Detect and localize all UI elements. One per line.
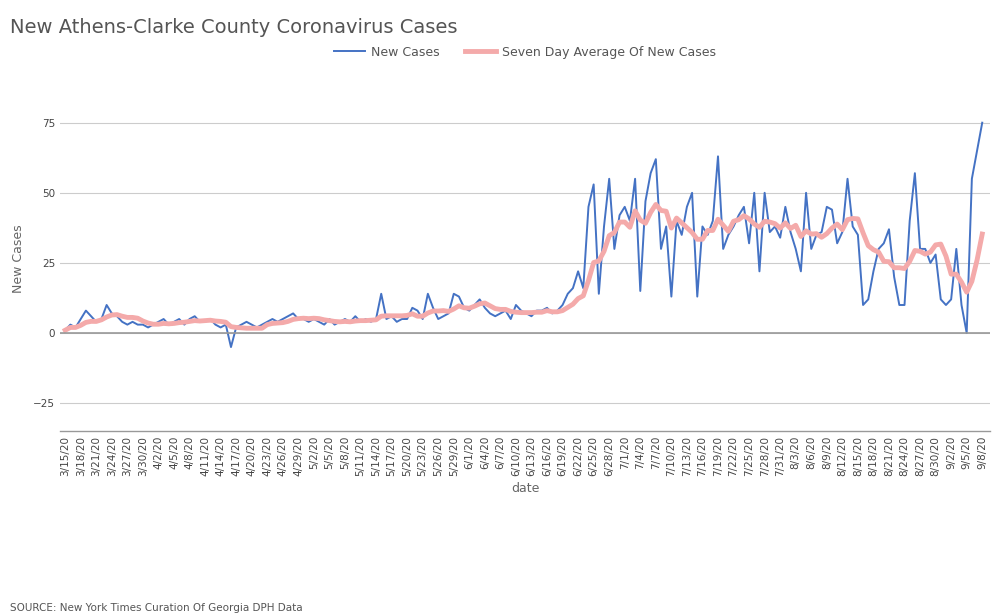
New Cases <box>59 326 71 334</box>
Text: SOURCE: New York Times Curation Of Georgia DPH Data: SOURCE: New York Times Curation Of Georg… <box>10 603 303 613</box>
New Cases <box>686 189 698 197</box>
Seven Day Average Of New Cases <box>924 248 936 256</box>
Seven Day Average Of New Cases <box>59 326 71 334</box>
New Cases <box>976 119 988 126</box>
Line: New Cases: New Cases <box>65 123 982 347</box>
Legend: New Cases, Seven Day Average Of New Cases: New Cases, Seven Day Average Of New Case… <box>329 41 721 63</box>
Seven Day Average Of New Cases <box>510 309 522 316</box>
New Cases <box>924 259 936 267</box>
Text: New Athens-Clarke County Coronavirus Cases: New Athens-Clarke County Coronavirus Cas… <box>10 18 458 38</box>
Seven Day Average Of New Cases <box>650 201 662 208</box>
Seven Day Average Of New Cases <box>686 229 698 236</box>
Y-axis label: New Cases: New Cases <box>12 224 25 293</box>
Seven Day Average Of New Cases <box>209 317 221 325</box>
New Cases <box>225 343 237 351</box>
Seven Day Average Of New Cases <box>805 230 817 238</box>
Seven Day Average Of New Cases <box>380 312 392 320</box>
Line: Seven Day Average Of New Cases: Seven Day Average Of New Cases <box>65 205 982 330</box>
New Cases <box>209 321 221 328</box>
New Cases <box>386 312 398 320</box>
Seven Day Average Of New Cases <box>976 230 988 238</box>
X-axis label: date: date <box>511 482 539 495</box>
New Cases <box>515 307 527 314</box>
New Cases <box>805 245 817 253</box>
